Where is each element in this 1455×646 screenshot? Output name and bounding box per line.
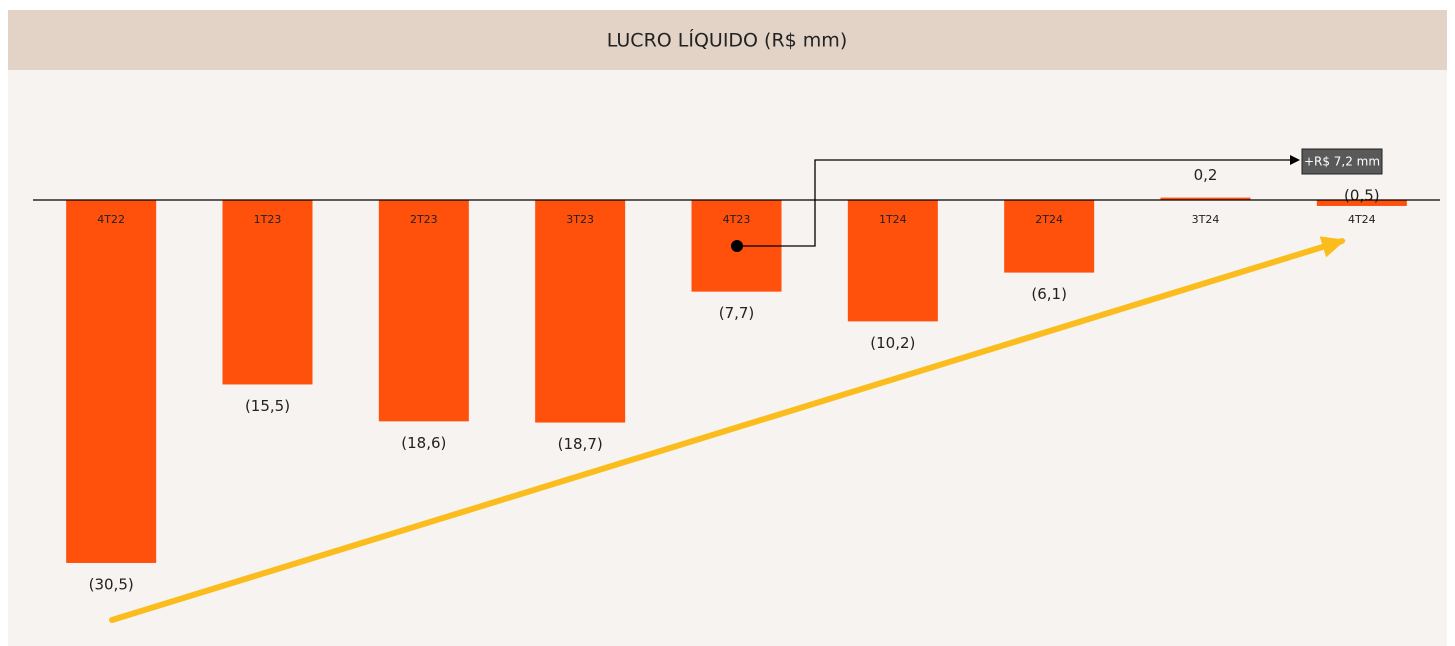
category-label: 3T23 [566,213,594,226]
value-label: (6,1) [1031,285,1067,303]
value-label: (10,2) [870,334,915,352]
bar [847,200,938,322]
value-label: (18,6) [401,434,446,452]
bar [222,200,313,385]
value-label: (0,5) [1344,187,1380,205]
bar [66,200,157,563]
trend-arrow [109,236,1346,623]
value-label: 0,2 [1194,166,1218,184]
category-label: 2T24 [1035,213,1063,226]
category-label: 3T24 [1192,213,1220,226]
bar [1160,197,1251,200]
value-label: (7,7) [719,304,755,322]
value-label: (18,7) [558,435,603,453]
annotation: +R$ 7,2 mm [1304,155,1380,169]
bar [378,200,469,422]
annotation-box [1301,148,1383,175]
bar [1004,200,1095,273]
category-label: 4T24 [1348,213,1376,226]
chart-title: LUCRO LÍQUIDO (R$ mm) [607,29,847,52]
category-label: 2T23 [410,213,438,226]
category-label: 4T23 [723,213,751,226]
title-band [8,10,1447,70]
connector-arrow [737,155,1300,247]
value-label: (30,5) [89,575,134,593]
bar [1316,200,1407,206]
category-label: 1T23 [254,213,282,226]
category-label: 4T22 [97,213,125,226]
value-label: (15,5) [245,397,290,415]
category-label: 1T24 [879,213,907,226]
bar [535,200,626,423]
